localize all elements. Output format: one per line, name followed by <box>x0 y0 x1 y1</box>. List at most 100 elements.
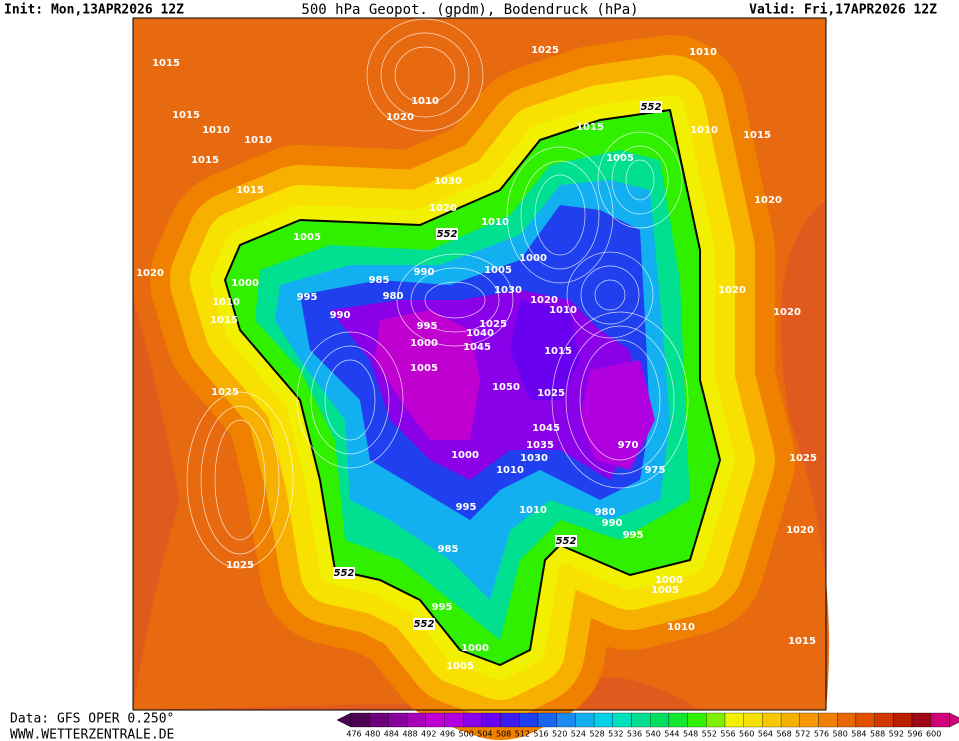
isobar <box>534 174 586 256</box>
isobar <box>625 159 655 201</box>
isobar-label: 1005 <box>293 232 321 243</box>
colorbar-swatch <box>481 712 501 728</box>
colorbar: 476 480 484 488 492 496 500 504 508 512 516 520 524 5… <box>336 712 959 739</box>
colorbar-swatch <box>780 712 800 728</box>
colorbar-swatch <box>818 712 838 728</box>
isobar-label: 1000 <box>451 450 479 461</box>
isobar-label: 1030 <box>494 285 522 296</box>
init-time: Init: Mon,13APR2026 12Z <box>4 3 184 18</box>
isobar-label: 1025 <box>226 560 254 571</box>
isobar-label: 1010 <box>549 305 577 316</box>
colorbar-swatch <box>350 712 370 728</box>
isobar-label: 970 <box>618 440 639 451</box>
colorbar-label: 580 <box>833 730 848 739</box>
colorbar-label: 520 <box>552 730 567 739</box>
contour-label-box <box>640 101 662 113</box>
colorbar-swatch <box>799 712 819 728</box>
isobar-label: 1025 <box>537 388 565 399</box>
isobar <box>551 311 689 489</box>
isobar <box>296 331 404 469</box>
map-title: 500 hPa Geopot. (gpdm), Bodendruck (hPa) <box>301 2 638 18</box>
isobar-label: 1010 <box>689 47 717 58</box>
colorbar-arrow <box>949 712 959 728</box>
isobar <box>310 345 390 455</box>
colorbar-swatch <box>406 712 426 728</box>
isobar-label: 985 <box>438 544 459 555</box>
isobar <box>200 405 280 555</box>
isobar-label: 990 <box>414 267 435 278</box>
colorbar-swatch <box>388 712 408 728</box>
isobar-label: 990 <box>330 310 351 321</box>
isobar-label: 1045 <box>463 342 491 353</box>
isobar-label: 1015 <box>210 315 238 326</box>
isobar-label: 1015 <box>236 185 264 196</box>
colorbar-swatch <box>855 712 875 728</box>
contour-label-box <box>436 228 458 240</box>
colorbar-label: 516 <box>533 730 548 739</box>
colorbar-swatch <box>575 712 595 728</box>
colorbar-swatch <box>724 712 744 728</box>
isobar <box>580 265 640 325</box>
isobar-label: 1020 <box>136 268 164 279</box>
colorbar-label: 488 <box>402 730 417 739</box>
isobar-label: 980 <box>595 507 616 518</box>
isobar <box>396 253 514 347</box>
isobar-label: 1000 <box>655 575 683 586</box>
colorbar-swatch <box>930 712 950 728</box>
colorbar-label: 540 <box>646 730 661 739</box>
colorbar-label: 508 <box>496 730 511 739</box>
colorbar-arrow <box>336 712 352 728</box>
isobar-label: 1025 <box>789 453 817 464</box>
isobar-label: 1015 <box>172 110 200 121</box>
isobar-label: 1000 <box>519 253 547 264</box>
isobar-label: 995 <box>297 292 318 303</box>
isobar-label: 1015 <box>544 346 572 357</box>
isobar-label: 1035 <box>526 440 554 451</box>
isobar-label: 1020 <box>773 307 801 318</box>
colorbar-label: 548 <box>683 730 698 739</box>
colorbar-swatch <box>556 712 576 728</box>
colorbar-swatch <box>837 712 857 728</box>
isobar <box>565 325 675 475</box>
colorbar-swatch <box>444 712 464 728</box>
height-band <box>580 360 655 470</box>
website: WWW.WETTERZENTRALE.DE <box>10 728 174 741</box>
colorbar-swatch <box>537 712 557 728</box>
colorbar-swatch <box>650 712 670 728</box>
isobar <box>611 145 669 215</box>
colorbar-swatch <box>743 712 763 728</box>
colorbar-label: 532 <box>608 730 623 739</box>
isobar-label: 1030 <box>520 453 548 464</box>
isobar-label: 1025 <box>479 319 507 330</box>
colorbar-swatch <box>911 712 931 728</box>
colorbar-swatch <box>631 712 651 728</box>
isobar <box>380 32 470 118</box>
colorbar-swatch <box>500 712 520 728</box>
isobar-label: 1000 <box>461 643 489 654</box>
isobar <box>520 160 600 270</box>
isobar-label: 1005 <box>606 153 634 164</box>
colorbar-label: 528 <box>589 730 604 739</box>
height-field: 1025 1015 1015 1010 1010 1015 1015 1010 1020 1030… <box>136 18 817 740</box>
isobar <box>394 46 456 104</box>
colorbar-swatch <box>668 712 688 728</box>
colorbar-label: 504 <box>477 730 492 739</box>
colorbar-label: 600 <box>926 730 941 739</box>
isobar-label: 1015 <box>576 122 604 133</box>
isobar-label: 1020 <box>386 112 414 123</box>
isobar <box>324 359 376 441</box>
colorbar-label: 484 <box>384 730 399 739</box>
colorbar-label: 552 <box>702 730 717 739</box>
colorbar-label: 576 <box>814 730 829 739</box>
contour-label: 552 <box>334 568 355 579</box>
isobar-label: 975 <box>645 465 666 476</box>
colorbar-label: 524 <box>571 730 586 739</box>
isobar-label: 1010 <box>411 96 439 107</box>
colorbar-label: 500 <box>459 730 474 739</box>
colorbar-swatch <box>706 712 726 728</box>
isobar-label: 995 <box>417 321 438 332</box>
isobar <box>424 281 486 319</box>
isobar-label: 1050 <box>492 382 520 393</box>
